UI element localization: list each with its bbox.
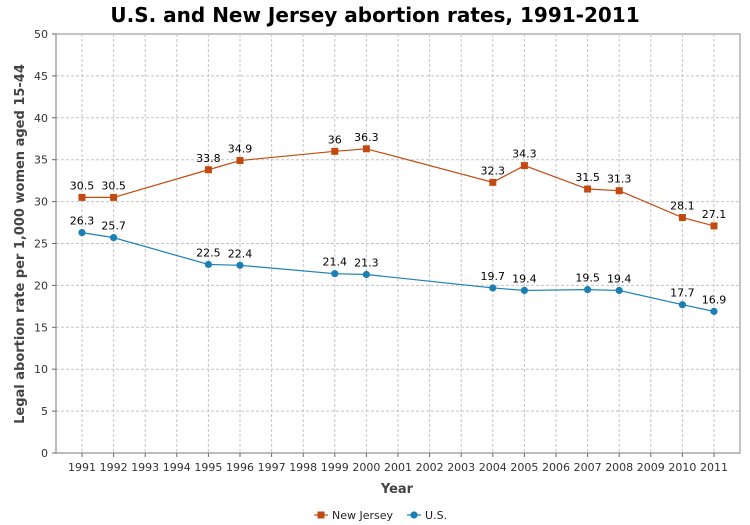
y-tick-label: 30 xyxy=(34,196,48,209)
u-s-data-label: 26.3 xyxy=(70,215,95,228)
x-tick-label: 2004 xyxy=(479,461,507,474)
u-s-point xyxy=(78,229,86,237)
legend-label-new-jersey: New Jersey xyxy=(332,509,394,522)
series-layer xyxy=(78,145,718,315)
u-s-point xyxy=(710,307,718,315)
u-s-data-label: 19.4 xyxy=(512,272,537,285)
u-s-data-label: 17.7 xyxy=(670,287,695,300)
u-s-data-label: 19.7 xyxy=(481,270,506,283)
x-tick-label: 2002 xyxy=(416,461,444,474)
new-jersey-data-label: 30.5 xyxy=(101,179,126,192)
new-jersey-point xyxy=(520,162,528,170)
y-tick-label: 10 xyxy=(34,363,48,376)
u-s-point xyxy=(331,270,339,278)
x-tick-label: 2001 xyxy=(384,461,412,474)
x-tick-label: 2011 xyxy=(700,461,728,474)
data-labels-layer: 30.5 30.5 33.8 34.9 36 36.3 32.3 34.3 31.5 31.3 28… xyxy=(70,131,727,307)
y-tick-label: 0 xyxy=(41,447,48,460)
x-tick-label: 1997 xyxy=(258,461,286,474)
y-tick-label: 50 xyxy=(34,28,48,41)
x-tick-label: 1999 xyxy=(321,461,349,474)
new-jersey-data-label: 28.1 xyxy=(670,200,695,213)
new-jersey-point xyxy=(615,187,623,195)
x-tick-label: 2006 xyxy=(542,461,570,474)
new-jersey-data-label: 34.9 xyxy=(228,143,253,156)
x-tick-label: 2009 xyxy=(637,461,665,474)
u-s-point xyxy=(489,284,497,292)
u-s-point xyxy=(110,234,118,242)
y-tick-label: 20 xyxy=(34,279,48,292)
new-jersey-data-label: 34.3 xyxy=(512,148,537,161)
x-tick-label: 1991 xyxy=(68,461,96,474)
u-s-point xyxy=(678,301,687,309)
x-tick-label: 1994 xyxy=(163,461,191,474)
new-jersey-data-label: 36 xyxy=(328,133,342,146)
new-jersey-data-label: 31.5 xyxy=(575,171,600,184)
u-s-point xyxy=(584,285,592,294)
grid-layer xyxy=(55,33,741,454)
u-s-data-label: 22.4 xyxy=(228,247,253,260)
legend-label-u-s: U.S. xyxy=(425,509,447,522)
legend-marker-new-jersey xyxy=(317,511,325,519)
y-tick-label: 25 xyxy=(34,238,48,251)
u-s-data-label: 21.4 xyxy=(323,256,348,269)
axes-layer: 0 5 10 15 20 25 30 35 40 45 50 1991 1992 1993 1994 1995… xyxy=(34,28,740,474)
x-axis-title: Year xyxy=(380,482,414,497)
new-jersey-point xyxy=(584,185,592,193)
new-jersey-point xyxy=(78,193,86,201)
u-s-data-label: 21.3 xyxy=(354,257,379,270)
y-tick-label: 45 xyxy=(34,70,48,83)
new-jersey-data-label: 32.3 xyxy=(481,164,506,177)
x-tick-label: 1996 xyxy=(226,461,254,474)
u-s-point xyxy=(615,286,623,295)
x-tick-label: 1993 xyxy=(131,461,159,474)
new-jersey-data-label: 33.8 xyxy=(196,152,221,165)
x-tick-label: 2007 xyxy=(574,461,602,474)
new-jersey-point xyxy=(331,147,339,155)
new-jersey-point xyxy=(710,222,718,230)
u-s-data-label: 22.5 xyxy=(196,246,221,259)
x-tick-label: 2005 xyxy=(510,461,538,474)
x-tick-label: 2003 xyxy=(447,461,475,474)
x-tick-label: 2010 xyxy=(668,461,696,474)
u-s-data-label: 19.4 xyxy=(607,272,632,285)
u-s-point xyxy=(204,260,212,269)
new-jersey-data-label: 31.3 xyxy=(607,173,632,186)
new-jersey-point xyxy=(678,214,686,222)
x-tick-label: 1992 xyxy=(100,461,128,474)
legend-marker-u-s xyxy=(410,511,418,519)
y-tick-label: 15 xyxy=(34,321,48,334)
u-s-data-label: 19.5 xyxy=(575,272,600,285)
y-tick-label: 5 xyxy=(41,405,48,418)
u-s-data-label: 16.9 xyxy=(702,293,727,306)
u-s-point xyxy=(236,261,244,269)
legend: New Jersey U.S. xyxy=(314,509,447,522)
y-axis-title: Legal abortion rate per 1,000 women aged… xyxy=(13,64,28,424)
new-jersey-data-label: 27.1 xyxy=(702,208,727,221)
new-jersey-point xyxy=(362,145,370,153)
new-jersey-line xyxy=(82,148,715,227)
x-tick-label: 2000 xyxy=(352,461,380,474)
x-tick-label: 1998 xyxy=(289,461,317,474)
new-jersey-point xyxy=(110,193,118,201)
u-s-point xyxy=(362,270,370,279)
x-tick-label: 1995 xyxy=(194,461,222,474)
chart-title: U.S. and New Jersey abortion rates, 1991… xyxy=(110,3,639,27)
x-tick-label: 2008 xyxy=(605,461,633,474)
y-tick-label: 35 xyxy=(34,154,48,167)
new-jersey-point xyxy=(236,157,244,165)
new-jersey-data-label: 36.3 xyxy=(354,131,379,144)
u-s-data-label: 25.7 xyxy=(101,220,126,233)
new-jersey-point xyxy=(204,166,212,174)
new-jersey-data-label: 30.5 xyxy=(70,179,95,192)
u-s-point xyxy=(520,286,529,295)
y-tick-label: 40 xyxy=(34,112,48,125)
u-s-line xyxy=(81,232,715,312)
new-jersey-point xyxy=(489,178,497,186)
